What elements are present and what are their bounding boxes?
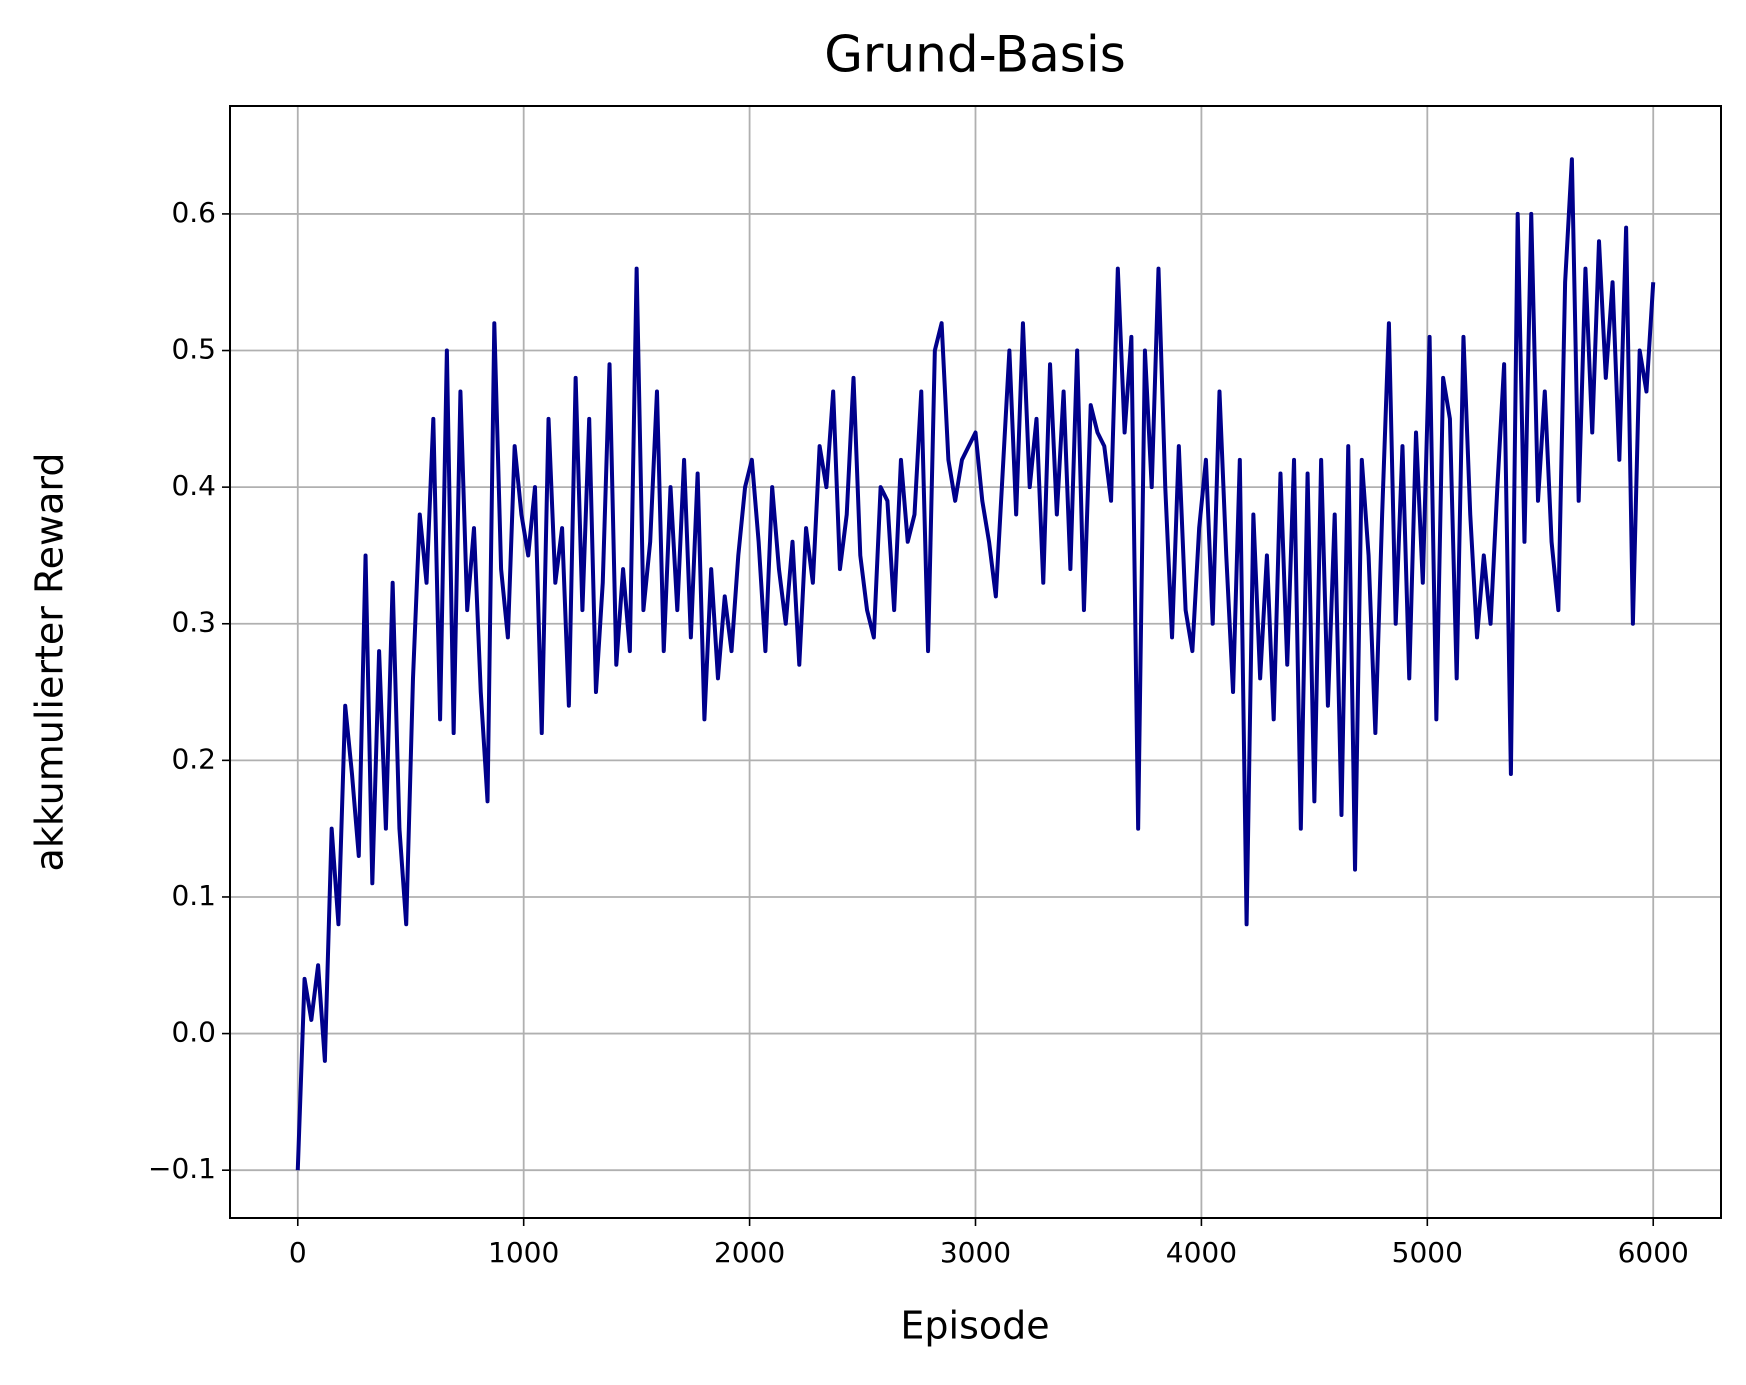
y-tick-label: 0.4 <box>171 469 216 502</box>
x-tick-label: 5000 <box>1392 1236 1463 1269</box>
plot-frame <box>229 105 1722 1219</box>
x-tick-label: 6000 <box>1618 1236 1689 1269</box>
x-tick-label: 0 <box>289 1236 307 1269</box>
x-tick-label: 1000 <box>488 1236 559 1269</box>
y-axis-label: akkumulierter Reward <box>28 453 72 872</box>
y-tick-label: 0.3 <box>171 606 216 639</box>
y-tick-label: 0.0 <box>171 1016 216 1049</box>
data-line <box>295 157 1656 1171</box>
chart-title: Grund-Basis <box>824 26 1126 84</box>
y-tick-label: 0.1 <box>171 879 216 912</box>
y-tick-label: 0.2 <box>171 742 216 775</box>
x-axis-label: Episode <box>900 1304 1049 1348</box>
y-tick-label: 0.6 <box>171 196 216 229</box>
y-tick-label: 0.5 <box>171 333 216 366</box>
x-tick-label: 2000 <box>714 1236 785 1269</box>
x-tick-label: 3000 <box>940 1236 1011 1269</box>
y-tick-label: −0.1 <box>148 1152 216 1185</box>
x-tick-label: 4000 <box>1166 1236 1237 1269</box>
